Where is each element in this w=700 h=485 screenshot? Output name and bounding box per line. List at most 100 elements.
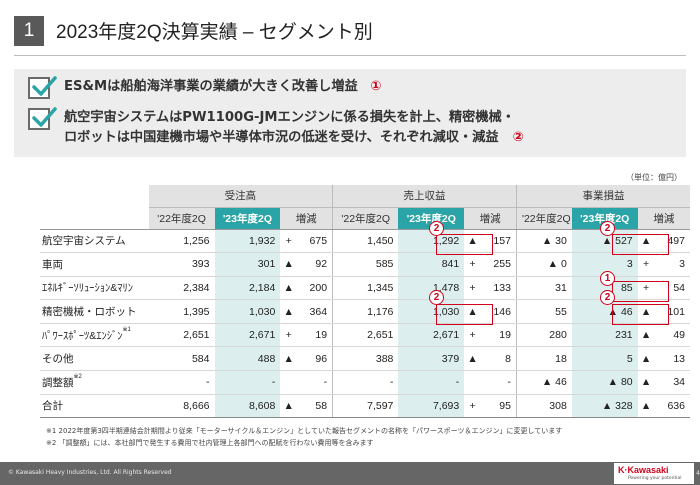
group-header-row: 受注高 売上収益 事業損益: [40, 185, 690, 208]
callout-marker-2: 2: [429, 290, 444, 305]
value-cell: 18: [515, 346, 572, 372]
change-sign: ▲: [464, 299, 481, 324]
value-cell: 133: [480, 276, 517, 301]
value-cell: 497: [654, 229, 690, 254]
value-cell: 379: [398, 346, 465, 372]
change-sign: ▲: [280, 252, 298, 277]
value-cell: 200: [297, 276, 333, 301]
title-divider: [14, 55, 686, 56]
value-cell: 34: [654, 370, 690, 395]
footnote-2: ※2 「調整額」には、本社部門で発生する費用で社内管理上各部門への配賦を行わない…: [46, 439, 374, 447]
brand-logo: K·Kawasaki Powering your potential: [614, 463, 694, 484]
value-cell: 1,345: [332, 276, 399, 301]
copyright-text: © Kawasaki Heavy Industries, Ltd. All Ri…: [8, 469, 172, 476]
col-prev-year: '22年度2Q: [148, 207, 215, 230]
change-sign: ▲: [280, 276, 298, 301]
value-cell: 308: [515, 393, 572, 419]
value-cell: 2,651: [148, 323, 215, 348]
checkmark-icon: [28, 76, 57, 99]
change-sign: ▲: [280, 346, 298, 372]
value-cell: 8,608: [214, 393, 281, 419]
group-orders: 受注高: [148, 185, 333, 208]
change-sign: ▲: [464, 229, 481, 254]
bullet-1-mark: ①: [370, 79, 382, 94]
change-sign: +: [637, 252, 655, 277]
value-cell: ▲ 30: [515, 229, 572, 254]
value-cell: 280: [515, 323, 572, 348]
change-sign: ▲: [637, 229, 655, 254]
summary-bullet-2: 航空宇宙システムはPW1100G-JMエンジンに係る損失を計上、精密機械・ ロボ…: [28, 107, 524, 148]
table-row: 車両 393 301 ▲ 92 585 841 +255 ▲ 0 3 +3: [40, 252, 690, 277]
change-sign: ▲: [637, 370, 655, 395]
value-cell: ▲ 0: [515, 252, 572, 277]
value-cell: ▲ 46: [515, 370, 572, 395]
col-change: 増減: [280, 207, 333, 230]
value-cell: ▲ 328: [571, 393, 638, 419]
summary-box: [14, 69, 686, 157]
table-row: ｴﾈﾙｷﾞｰｿﾘｭｰｼｮﾝ&ﾏﾘﾝ 2,384 2,184 ▲ 200 1,345 1,47…: [40, 276, 690, 301]
value-cell: -: [148, 370, 215, 395]
footnotes: ※1 2022年度第3四半期連結会計期間より従来「モーターサイクル＆エンジン」と…: [46, 425, 562, 449]
callout-marker-2: 2: [600, 221, 615, 236]
value-cell: 5: [571, 346, 638, 372]
change-sign: +: [280, 229, 298, 254]
segment-name: 合計: [40, 393, 149, 419]
value-cell: 1,450: [332, 229, 399, 254]
page-number: 4: [696, 470, 700, 477]
value-cell: 1,030: [214, 299, 281, 324]
unit-label: （単位：億円）: [626, 173, 682, 182]
segment-table: 受注高 売上収益 事業損益 '22年度2Q '23年度2Q 増減 '22年度2Q…: [40, 185, 690, 419]
value-cell: 585: [332, 252, 399, 277]
value-cell: 92: [297, 252, 333, 277]
callout-marker-1: 1: [600, 271, 615, 286]
value-cell: ▲ 80: [571, 370, 638, 395]
table-row: 調整額※2- - - - - - ▲ 46 ▲ 80 ▲ 34: [40, 370, 690, 395]
bullet-2-line-2: ロボットは中国建機市場や半導体市況の低迷を受け、それぞれ減収・減益: [64, 130, 499, 145]
segment-name-text: 車両: [42, 258, 63, 271]
value-cell: 31: [515, 276, 572, 301]
value-cell: -: [480, 370, 517, 395]
section-number: 1: [14, 16, 44, 46]
value-cell: 255: [480, 252, 517, 277]
change-sign: ▲: [637, 346, 655, 372]
col-prev-year: '22年度2Q: [515, 207, 572, 230]
value-cell: 101: [654, 299, 690, 324]
value-cell: 388: [332, 346, 399, 372]
segment-name: 航空宇宙システム: [40, 229, 149, 254]
value-cell: 841: [398, 252, 465, 277]
value-cell: 1,478: [398, 276, 465, 301]
col-prev-year: '22年度2Q: [332, 207, 399, 230]
value-cell: 7,693: [398, 393, 465, 419]
value-cell: 54: [654, 276, 690, 301]
value-cell: 8,666: [148, 393, 215, 419]
table-row-total: 合計 8,666 8,608 ▲ 58 7,597 7,693 +95 308 ▲ 328 ▲ 636: [40, 393, 690, 419]
change-sign: ▲: [637, 323, 655, 348]
table-row: 精密機械・ロボット 1,395 1,030 ▲ 364 1,176 1,030 ▲ 146 55 ▲…: [40, 299, 690, 324]
bullet-1-text: ES&Mは船舶海洋事業の業績が大きく改善し増益: [64, 79, 358, 94]
value-cell: -: [297, 370, 333, 395]
value-cell: 2,651: [332, 323, 399, 348]
value-cell: 7,597: [332, 393, 399, 419]
value-cell: 364: [297, 299, 333, 324]
page-title: 2023年度2Q決算実績 – セグメント別: [56, 22, 373, 43]
change-sign: ▲: [637, 393, 655, 419]
checkmark-icon: [28, 107, 57, 130]
value-cell: 95: [480, 393, 517, 419]
change-sign: +: [464, 393, 481, 419]
value-cell: 58: [297, 393, 333, 419]
logo-mark-icon: K·: [618, 465, 628, 475]
col-curr-year: '23年度2Q: [398, 207, 465, 230]
change-sign: ▲: [637, 299, 655, 324]
value-cell: 488: [214, 346, 281, 372]
sub-header-row: '22年度2Q '23年度2Q 増減 '22年度2Q '23年度2Q 増減 '2…: [40, 207, 690, 230]
change-sign: [464, 370, 481, 395]
bullet-2-line-1: 航空宇宙システムはPW1100G-JMエンジンに係る損失を計上、精密機械・: [64, 110, 515, 125]
footnote-1: ※1 2022年度第3四半期連結会計期間より従来「モーターサイクル＆エンジン」と…: [46, 427, 563, 435]
value-cell: 393: [148, 252, 215, 277]
value-cell: 55: [515, 299, 572, 324]
change-sign: +: [280, 323, 298, 348]
segment-name-text: 精密機械・ロボット: [42, 306, 137, 319]
value-cell: 2,671: [398, 323, 465, 348]
segment-name: ﾊﾟﾜｰｽﾎﾟｰﾂ&ｴﾝｼﾞﾝ※1: [40, 323, 149, 348]
table-row: ﾊﾟﾜｰｽﾎﾟｰﾂ&ｴﾝｼﾞﾝ※1 2,651 2,671 +19 2,651 2,671…: [40, 323, 690, 348]
